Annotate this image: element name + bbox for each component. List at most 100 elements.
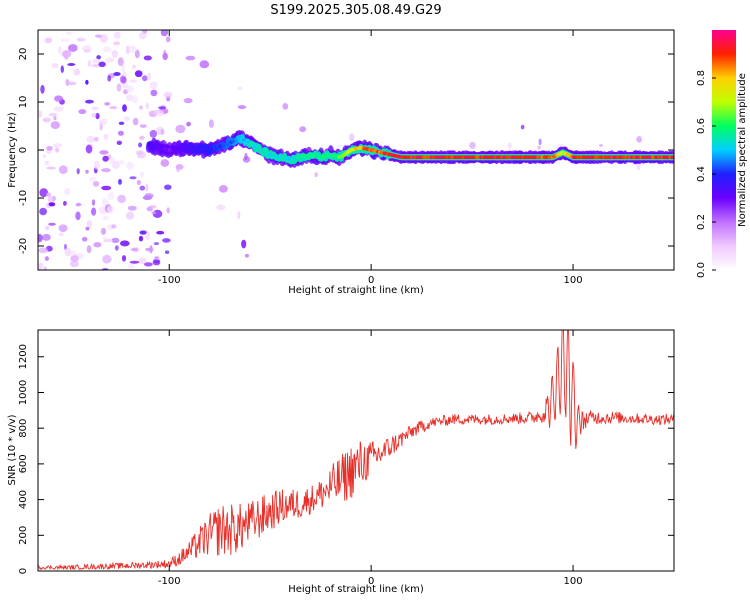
spectrogram-noise-blob	[121, 76, 127, 84]
snr-y-label: SNR (10 * v/v)	[7, 414, 18, 485]
spectrogram-noise-blob	[100, 227, 106, 235]
spectrogram-noise-blob	[91, 112, 97, 118]
ridge-core-blob	[671, 155, 674, 159]
spectrogram-noise-blob	[102, 216, 110, 221]
spectrogram-noise-blob	[175, 164, 181, 173]
spectrogram-noise-blob	[122, 72, 127, 77]
spectrogram-noise-blob	[165, 36, 171, 43]
spectrogram-noise-blob	[149, 245, 153, 254]
spectrogram-noise-blob	[50, 121, 60, 130]
snr-frame	[37, 329, 675, 572]
spectrogram-noise-blob	[149, 129, 157, 138]
spectrogram-noise-blob	[95, 34, 102, 38]
spectrogram-noise-blob	[64, 247, 72, 257]
spectrogram-noise-blob	[149, 81, 158, 90]
spectrogram-noise-blob	[45, 225, 50, 230]
spectrogram-noise-blob	[55, 147, 60, 153]
spectrogram-noise-blob	[47, 195, 54, 204]
spectrogram-noise-blob	[125, 85, 134, 93]
spectrogram-noise-blob	[127, 205, 137, 211]
spectrogram-noise-blob	[48, 202, 56, 207]
colorbar-tick-label: 0.8	[696, 70, 707, 86]
snr-y-tick-label: 0	[18, 568, 29, 574]
spectrogram-noise-blob	[85, 79, 89, 85]
spectrogram-noise-blob	[132, 64, 136, 70]
spectrogram-noise-blob	[148, 205, 157, 209]
spectrogram-noise-blob	[98, 61, 106, 68]
snr-x-tick-label: 100	[564, 576, 583, 587]
spectrogram-noise-blob	[104, 102, 111, 106]
spectrogram-noise-blob	[67, 81, 77, 86]
colorbar-tick-label: 0.4	[696, 166, 707, 182]
spectrogram-noise-blob	[208, 119, 214, 128]
spectrogram-noise-blob	[125, 211, 135, 220]
spectrogram-noise-blob	[109, 157, 116, 165]
snr-y-tick-label: 200	[18, 526, 29, 545]
spectrogram-noise-blob	[140, 124, 146, 128]
spectrogram-noise-blob	[151, 211, 157, 215]
spectrogram-noise-blob	[66, 31, 72, 35]
spectrogram-noise-blob	[70, 255, 79, 262]
spectrogram-noise-blob	[102, 197, 109, 207]
spectrogram-noise-blob	[117, 130, 124, 136]
spectrogram-noise-blob	[58, 46, 62, 55]
spectrogram-noise-blob	[102, 155, 109, 162]
spectrogram-noise-blob	[39, 207, 47, 216]
spectrogram-noise-blob	[105, 57, 115, 63]
spectrogram-noise-blob	[85, 144, 93, 154]
spectrogram-noise-blob	[145, 183, 149, 192]
spectrogram-noise-blob	[46, 145, 53, 151]
spectrogram-noise-blob	[121, 82, 128, 89]
spectrogram-noise-blob	[129, 260, 140, 264]
spectrogram-noise-blob	[46, 192, 51, 197]
spectrogram-noise-blob	[144, 262, 153, 267]
snr-x-label: Height of straight line (km)	[288, 584, 424, 595]
spectrogram-noise-blob	[138, 257, 147, 265]
spectrogram-noise-blob	[117, 194, 126, 204]
spectrogram-noise-blob	[199, 60, 210, 69]
spectrogram-noise-blob	[145, 231, 151, 241]
spectrogram-noise-blob	[636, 163, 641, 171]
spectrogram-noise-blob	[147, 72, 151, 81]
spectrogram-noise-blob	[46, 166, 56, 170]
colorbar-tick-label: 0.6	[696, 118, 707, 134]
spectrogram-noise-blob	[244, 253, 250, 258]
spectrogram-noise-blob	[76, 37, 86, 42]
spectrogram-y-axis: -20 -10 0 10 20	[18, 48, 674, 254]
spectrogram-noise-blob	[145, 102, 149, 110]
spectrogram-noise-blob	[91, 207, 97, 216]
spectrogram-noise-blob	[131, 95, 138, 104]
spectrogram-noise-blob	[54, 95, 64, 102]
spectrogram-noise-blob	[164, 184, 172, 190]
spectrogram-noise-blob	[166, 207, 170, 214]
spectrogram-noise-blob	[186, 121, 192, 127]
spectrogram-noise-blob	[103, 133, 109, 140]
spectrogram-noise-blob	[237, 105, 247, 110]
spectrogram-noise-blob	[160, 159, 170, 167]
spectrogram-noise-blob	[144, 193, 154, 199]
spectrogram-noise-blob	[121, 64, 126, 73]
spectrogram-noise-blob	[81, 236, 88, 242]
spectrogram-noise-blob	[116, 83, 122, 92]
spectrogram-noise-blob	[139, 185, 146, 191]
spectrogram-noise-blob	[139, 105, 143, 110]
spectrogram-noise-blob	[85, 169, 89, 174]
spectrogram-noise-blob	[507, 142, 512, 150]
spectrogram-noise-blob	[86, 135, 96, 143]
spectrogram-noise-blob	[162, 238, 171, 243]
spectrogram-noise-blob	[138, 142, 143, 148]
spectrogram-noise-blob	[86, 220, 93, 229]
spectrogram-noise-blob	[67, 63, 76, 66]
spectrogram-noise-blob	[93, 181, 100, 187]
spectrogram-noise-blob	[143, 55, 152, 61]
snr-series-line	[38, 330, 674, 571]
spectrogram-noise-blob	[107, 191, 115, 201]
spectrogram-noise-blob	[44, 37, 53, 44]
spectrogram-noise-blob	[136, 179, 141, 186]
y-tick-label: -10	[18, 190, 29, 206]
spectrogram-noise-blob	[129, 79, 138, 83]
spectrogram-noise-blob	[241, 239, 247, 249]
y-tick-label: 10	[18, 96, 29, 109]
colorbar-tick-label: 0.2	[696, 214, 707, 230]
